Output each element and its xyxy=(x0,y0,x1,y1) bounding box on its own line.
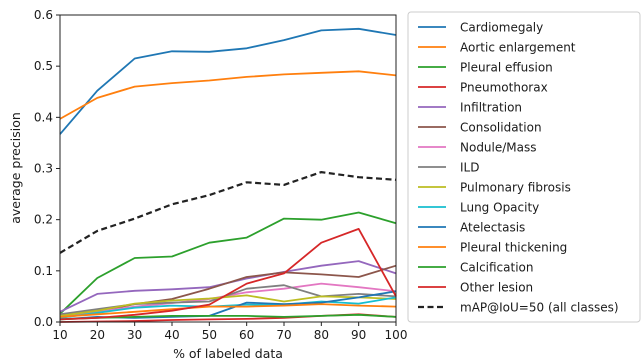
y-axis-label: average precision xyxy=(8,112,23,224)
series-line-0 xyxy=(59,27,397,135)
x-tick-label: 80 xyxy=(314,328,329,342)
y-tick-label: 0.1 xyxy=(34,264,53,278)
legend-label-8: Pulmonary fibrosis xyxy=(460,181,571,195)
y-tick-label: 0.4 xyxy=(34,110,53,124)
y-tick-label: 0.5 xyxy=(34,59,53,73)
x-tick-label: 10 xyxy=(52,328,67,342)
legend-label-12: Calcification xyxy=(460,261,534,275)
series-line-14 xyxy=(59,171,397,254)
legend-label-14: mAP@IoU=50 (all classes) xyxy=(460,301,619,315)
series-line-2 xyxy=(59,211,397,315)
legend-label-13: Other lesion xyxy=(460,281,533,295)
y-tick-label: 0.6 xyxy=(34,8,53,22)
series-line-8 xyxy=(59,294,397,317)
legend-label-6: Nodule/Mass xyxy=(460,141,537,155)
series-lines xyxy=(59,27,397,323)
legend-label-7: ILD xyxy=(460,161,479,175)
legend-label-3: Pneumothorax xyxy=(460,81,548,95)
axes: 10 20 30 40 50 60 70 80 90 100 0.0 0.1 0.2 0.3 0.4 0.5 0… xyxy=(34,8,408,342)
legend-label-2: Pleural effusion xyxy=(460,61,553,75)
legend-label-5: Consolidation xyxy=(460,121,542,135)
series-line-1 xyxy=(59,70,397,120)
legend-label-10: Atelectasis xyxy=(460,221,525,235)
legend-label-1: Aortic enlargement xyxy=(460,41,576,55)
series-line-11 xyxy=(59,303,397,318)
legend-label-9: Lung Opacity xyxy=(460,201,539,215)
legend: Cardiomegaly Aortic enlargement Pleural ef… xyxy=(407,11,641,323)
x-tick-label: 40 xyxy=(164,328,179,342)
x-tick-label: 30 xyxy=(127,328,142,342)
y-tick-label: 0.3 xyxy=(34,162,53,176)
legend-label-0: Cardiomegaly xyxy=(460,21,543,35)
series-line-12 xyxy=(59,313,397,321)
y-tick-label: 0.2 xyxy=(34,213,53,227)
x-tick-label: 60 xyxy=(239,328,254,342)
x-tick-label: 50 xyxy=(202,328,217,342)
legend-label-11: Pleural thickening xyxy=(460,241,567,255)
legend-frame xyxy=(407,11,641,323)
x-tick-label: 70 xyxy=(276,328,291,342)
x-axis-label: % of labeled data xyxy=(173,346,283,361)
legend-label-4: Infiltration xyxy=(460,101,522,115)
series-line-9 xyxy=(59,296,397,319)
x-tick-label: 20 xyxy=(90,328,105,342)
x-tick-label: 90 xyxy=(351,328,366,342)
y-tick-label: 0.0 xyxy=(34,315,53,329)
series-line-13 xyxy=(59,227,397,321)
x-tick-label: 100 xyxy=(385,328,408,342)
